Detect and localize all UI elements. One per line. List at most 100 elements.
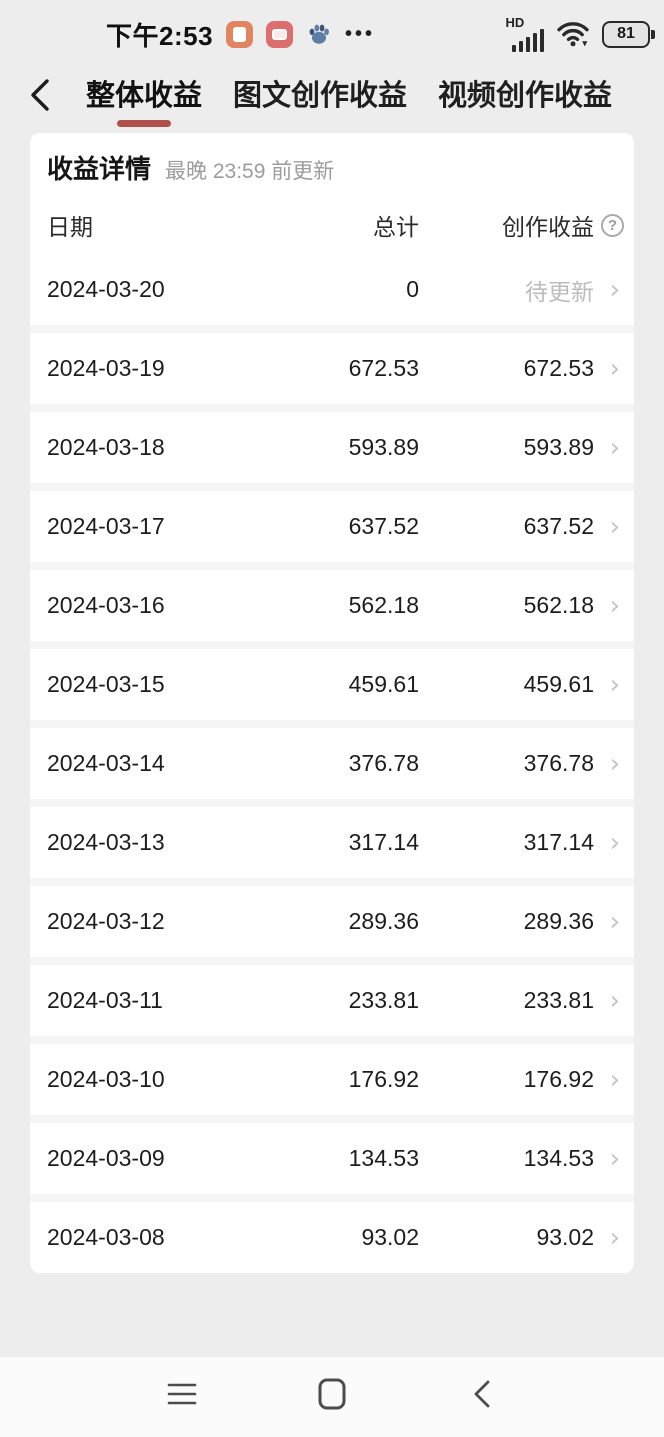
tab-overall-income[interactable]: 整体收益 — [86, 72, 203, 127]
tab-bar: 整体收益 图文创作收益 视频创作收益 — [0, 62, 664, 128]
row-total: 376.78 — [348, 750, 419, 776]
clock: 下午2:53 — [106, 20, 214, 51]
table-row[interactable]: 2024-03-12 289.36 289.36 › — [30, 886, 634, 957]
table-row[interactable]: 2024-03-15 459.61 459.61 › — [30, 649, 634, 720]
row-total: 317.14 — [348, 829, 419, 855]
row-creation-income: 637.52 — [523, 513, 594, 539]
row-creation-income: 93.02 — [536, 1224, 594, 1250]
chevron-right-icon: › — [609, 906, 620, 937]
row-date: 2024-03-16 — [47, 592, 165, 618]
wifi-icon — [557, 22, 589, 47]
notification-app-icon — [226, 20, 254, 48]
chevron-right-icon: › — [609, 511, 620, 542]
table-row[interactable]: 2024-03-20 0 待更新 › — [30, 254, 634, 325]
row-total: 593.89 — [348, 434, 419, 460]
tab-video-income[interactable]: 视频创作收益 — [438, 72, 612, 118]
table-header-row: 日期 总计 创作收益 ? — [30, 196, 634, 254]
row-total: 562.18 — [348, 592, 419, 618]
chevron-right-icon: › — [609, 1222, 620, 1253]
row-total: 289.36 — [348, 908, 419, 934]
row-total: 459.61 — [348, 671, 419, 697]
nav-back-button[interactable] — [460, 1372, 504, 1416]
back-chevron-icon — [31, 79, 49, 111]
row-total: 93.02 — [361, 1224, 419, 1250]
row-date: 2024-03-08 — [47, 1224, 165, 1250]
table-row[interactable]: 2024-03-13 317.14 317.14 › — [30, 807, 634, 878]
status-bar: 下午2:53 ••• HD — [0, 0, 664, 62]
table-row[interactable]: 2024-03-17 637.52 637.52 › — [30, 491, 634, 562]
home-square-icon — [318, 1378, 346, 1410]
nav-back-chevron-icon — [474, 1380, 490, 1408]
row-total: 672.53 — [348, 355, 419, 381]
row-creation-income: 134.53 — [523, 1145, 594, 1171]
column-total: 总计 — [373, 214, 419, 240]
status-bar-left: 下午2:53 ••• — [106, 16, 375, 53]
row-creation-income: 672.53 — [523, 355, 594, 381]
more-notifications-icon: ••• — [345, 22, 376, 45]
row-creation-income: 562.18 — [523, 592, 594, 618]
row-creation-income: 317.14 — [523, 829, 594, 855]
notification-message-icon — [266, 20, 294, 48]
row-creation-income: 289.36 — [523, 908, 594, 934]
baidu-paw-icon — [309, 24, 330, 44]
chevron-right-icon: › — [609, 827, 620, 858]
update-time-note: 最晚 23:59 前更新 — [165, 160, 335, 183]
cell-signal-icon: HD — [506, 15, 544, 52]
table-row[interactable]: 2024-03-16 562.18 562.18 › — [30, 570, 634, 641]
card-header: 收益详情 最晚 23:59 前更新 — [30, 133, 634, 196]
row-total: 176.92 — [348, 1066, 419, 1092]
row-creation-income: 176.92 — [523, 1066, 594, 1092]
row-date: 2024-03-15 — [47, 671, 165, 697]
battery-level: 81 — [617, 25, 635, 42]
chevron-right-icon: › — [609, 432, 620, 463]
row-total: 134.53 — [348, 1145, 419, 1171]
help-icon[interactable]: ? — [601, 213, 624, 237]
row-date: 2024-03-10 — [47, 1066, 165, 1092]
row-date: 2024-03-19 — [47, 355, 165, 381]
row-date: 2024-03-20 — [47, 276, 165, 302]
battery-icon: 81 — [602, 20, 655, 48]
row-date: 2024-03-09 — [47, 1145, 165, 1171]
card-title: 收益详情 — [47, 154, 152, 184]
earnings-detail-card: 收益详情 最晚 23:59 前更新 日期 总计 创作收益 ? 2024-03-2… — [30, 133, 634, 1273]
back-button[interactable] — [22, 75, 58, 115]
row-creation-income: 待更新 — [525, 278, 594, 305]
table-row[interactable]: 2024-03-10 176.92 176.92 › — [30, 1044, 634, 1115]
row-creation-income: 233.81 — [523, 987, 594, 1013]
row-total: 0 — [406, 276, 419, 302]
row-date: 2024-03-14 — [47, 750, 165, 776]
column-date: 日期 — [47, 214, 93, 240]
status-bar-right: HD 81 — [506, 15, 655, 52]
recents-button[interactable] — [160, 1372, 204, 1416]
tabs: 整体收益 图文创作收益 视频创作收益 — [86, 72, 612, 127]
table-row[interactable]: 2024-03-08 93.02 93.02 › — [30, 1202, 634, 1273]
row-date: 2024-03-12 — [47, 908, 165, 934]
table-row[interactable]: 2024-03-18 593.89 593.89 › — [30, 412, 634, 483]
row-date: 2024-03-11 — [47, 987, 163, 1013]
tab-label: 整体收益 — [86, 80, 203, 112]
tab-label: 视频创作收益 — [438, 80, 613, 112]
table-row[interactable]: 2024-03-11 233.81 233.81 › — [30, 965, 634, 1036]
chevron-right-icon: › — [609, 274, 620, 305]
table-row[interactable]: 2024-03-09 134.53 134.53 › — [30, 1123, 634, 1194]
tab-label: 图文创作收益 — [233, 80, 408, 112]
android-nav-bar — [0, 1357, 664, 1437]
chevron-right-icon: › — [609, 985, 620, 1016]
tab-article-income[interactable]: 图文创作收益 — [233, 72, 407, 118]
row-total: 637.52 — [348, 513, 419, 539]
menu-icon — [167, 1383, 197, 1405]
table-body: 2024-03-20 0 待更新 › 2024-03-19 672.53 672… — [30, 254, 634, 1273]
row-date: 2024-03-13 — [47, 829, 165, 855]
chevron-right-icon: › — [609, 590, 620, 621]
row-creation-income: 376.78 — [523, 750, 594, 776]
home-button[interactable] — [310, 1372, 354, 1416]
chevron-right-icon: › — [609, 1143, 620, 1174]
column-creation-income: 创作收益 — [502, 214, 594, 240]
row-total: 233.81 — [348, 987, 419, 1013]
table-row[interactable]: 2024-03-19 672.53 672.53 › — [30, 333, 634, 404]
table-row[interactable]: 2024-03-14 376.78 376.78 › — [30, 728, 634, 799]
selected-tab-underline — [117, 120, 171, 127]
row-creation-income: 459.61 — [523, 671, 594, 697]
chevron-right-icon: › — [609, 1064, 620, 1095]
